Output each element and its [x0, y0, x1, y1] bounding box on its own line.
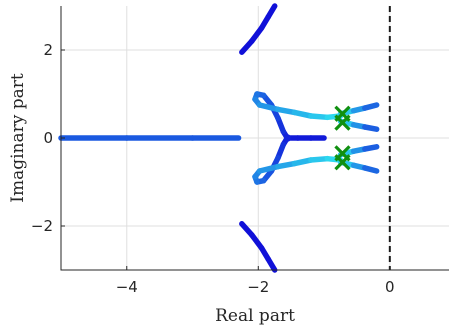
- x-tick-label: 0: [385, 278, 395, 296]
- markers: [334, 105, 351, 171]
- y-tick-label: −2: [31, 217, 53, 235]
- y-tick-labels: −2 0 2: [31, 41, 53, 235]
- locus-segment: [265, 3, 278, 20]
- locus-segment: [362, 124, 380, 132]
- axes: [60, 6, 449, 271]
- locus-segment: [291, 157, 314, 167]
- locus-branch: [252, 134, 344, 185]
- locus-segment: [256, 163, 281, 174]
- locus-segment: [362, 144, 380, 152]
- pole-marker-x: [334, 114, 351, 131]
- locus-segment: [275, 106, 298, 116]
- locus-branch: [239, 3, 278, 55]
- locus-branch: [239, 221, 278, 273]
- pole-marker-x: [334, 154, 351, 171]
- locus-segment: [256, 102, 281, 113]
- x-axis-label: Real part: [215, 306, 295, 326]
- locus-segment: [275, 160, 298, 170]
- locus-segment: [265, 256, 278, 273]
- y-tick-label: 2: [43, 41, 53, 59]
- axis-frame: [60, 6, 449, 271]
- x-tick-label: −2: [247, 278, 269, 296]
- x-tick-labels: −4 −2 0: [116, 278, 395, 296]
- x-tick-label: −4: [116, 278, 138, 296]
- locus-branch: [252, 91, 344, 142]
- locus-segment: [362, 102, 380, 111]
- y-tick-label: 0: [43, 129, 53, 147]
- y-axis-label: Imaginary part: [8, 73, 28, 203]
- locus-segment: [362, 165, 380, 174]
- locus-segment: [291, 109, 314, 119]
- branches: [58, 3, 380, 273]
